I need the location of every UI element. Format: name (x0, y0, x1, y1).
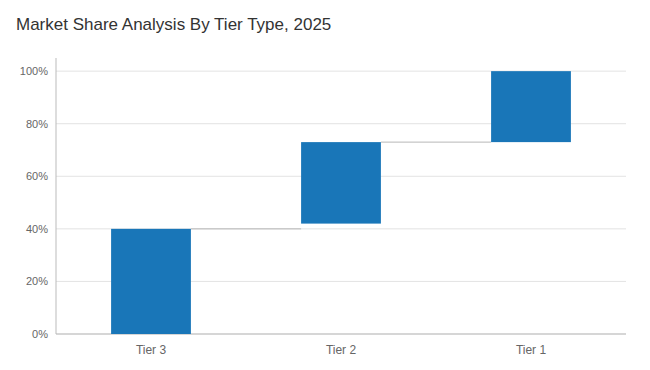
plot-area (111, 71, 571, 334)
chart: Market Share Analysis By Tier Type, 2025… (0, 0, 650, 370)
y-tick-label: 60% (26, 170, 48, 182)
connector (381, 142, 491, 143)
x-tick-label: Tier 3 (136, 343, 167, 357)
x-tick-label: Tier 2 (326, 343, 357, 357)
y-tick-label: 0% (32, 328, 48, 340)
y-tick-label: 80% (26, 118, 48, 130)
y-tick-label: 40% (26, 223, 48, 235)
bar (111, 229, 191, 334)
y-axis-line (56, 58, 57, 334)
bar (301, 142, 381, 223)
title: Market Share Analysis By Tier Type, 2025 (16, 15, 331, 34)
y-tick-label: 20% (26, 275, 48, 287)
y-tick-label: 100% (20, 65, 48, 77)
chart-container: Market Share Analysis By Tier Type, 2025… (0, 0, 650, 370)
bar (491, 71, 571, 142)
x-tick-label: Tier 1 (516, 343, 547, 357)
connector (191, 228, 301, 229)
grid (56, 71, 626, 334)
